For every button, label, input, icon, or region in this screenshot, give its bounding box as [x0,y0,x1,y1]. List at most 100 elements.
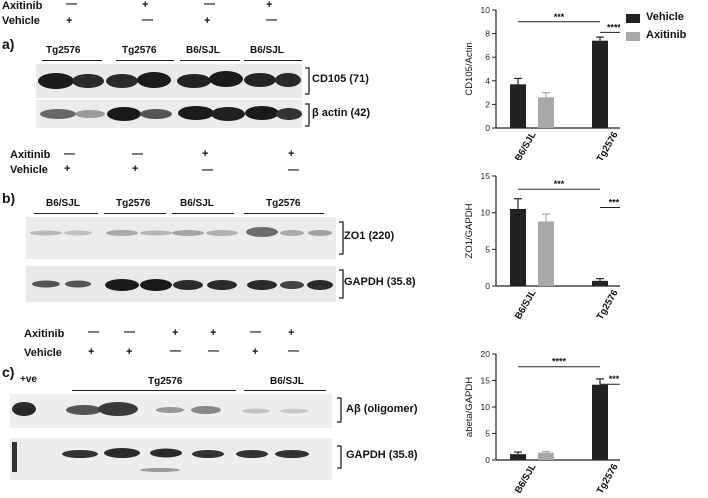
treatment-label-vehicle: Vehicle [24,347,62,359]
significance-label: **** [552,357,567,367]
band-label-abeta: Aβ (oligomer) [346,403,418,415]
group-label: B6/SJL [46,198,80,209]
treatment-mark: + [142,0,149,11]
bar [510,84,526,128]
legend-swatch-axitinib [626,32,640,41]
band-bracket [339,221,344,255]
group-underline [116,60,174,61]
x-category-label: B6/SJL [513,462,539,496]
y-axis-label: CD105/Actin [464,42,475,95]
treatment-mark: — [202,164,213,176]
bar [592,40,608,128]
treatment-mark: + [88,346,95,358]
group-underline [42,60,102,61]
treatment-mark: — [124,326,135,338]
treatment-label-vehicle: Vehicle [2,15,40,27]
band-label-actin: β actin (42) [312,107,371,119]
bar [592,384,608,460]
group-label: B6/SJL [180,198,214,209]
y-tick-label: 0 [485,123,490,133]
treatment-mark: + [132,163,139,175]
bar [592,280,608,286]
treatment-mark: — [288,345,299,357]
treatment-mark: + [64,163,71,175]
blot-strip-actin [36,100,302,128]
blot-strip-abeta [10,394,332,428]
treatment-label-axitinib: Axitinib [2,0,43,12]
group-label: B6/SJL [270,376,304,387]
y-tick-label: 8 [485,29,490,39]
panel-letter-b: b) [2,190,16,206]
treatment-mark: + [252,346,259,358]
bar [510,209,526,286]
panel-letter-c: c) [2,364,15,380]
group-label: Tg2576 [122,45,157,56]
band-label-cd105: CD105 (71) [312,73,369,85]
bar-chart-zo1: 0 5 10 15 ZO1/GAPDH B6/SJL Tg2576 *** *** [464,171,620,322]
group-label: B6/SJL [250,45,284,56]
positive-control-label: +ve [20,374,37,385]
x-category-label: B6/SJL [513,130,539,160]
y-axis-label: ZO1/GAPDH [464,203,475,258]
treatment-mark: — [66,0,77,10]
group-underline [34,213,98,214]
group-underline [172,213,234,214]
treatment-mark: — [132,148,143,160]
x-category-label: B6/SJL [513,288,539,322]
bar [538,221,554,286]
bar [538,452,554,460]
blot-strip-cd105 [36,64,302,98]
treatment-label-axitinib: Axitinib [10,149,51,161]
blot-strip-zo1 [26,217,336,259]
y-tick-label: 0 [485,281,490,291]
group-underline [180,60,240,61]
band-label-gapdh: GAPDH (35.8) [346,449,418,461]
x-category-label: Tg2576 [595,130,620,160]
group-label: Tg2576 [116,198,151,209]
band-bracket [339,269,344,299]
y-tick-label: 2 [485,99,490,109]
legend-label-vehicle: Vehicle [646,11,684,23]
treatment-mark: — [170,345,181,357]
treatment-mark: + [172,327,179,339]
treatment-mark: — [204,0,215,10]
treatment-mark: + [202,148,209,160]
treatment-mark: + [66,15,73,27]
blot-strip-gapdh [26,266,336,302]
treatment-mark: + [288,148,295,160]
y-tick-label: 10 [481,208,491,218]
treatment-mark: — [250,326,261,338]
y-tick-label: 5 [485,429,490,439]
y-tick-label: 5 [485,244,490,254]
y-tick-label: 10 [481,5,491,15]
band-bracket [337,397,342,423]
legend-label-axitinib: Axitinib [646,29,687,41]
x-category-label: Tg2576 [595,462,620,496]
significance-label: *** [609,374,620,384]
group-underline [104,213,166,214]
group-label: Tg2576 [266,198,301,209]
y-tick-label: 6 [485,52,490,62]
treatment-mark: — [142,14,153,26]
significance-label: *** [609,198,620,208]
treatment-mark: + [266,0,273,11]
y-axis-label: abeta/GAPDH [464,377,475,437]
treatment-mark: + [210,327,217,339]
y-tick-label: 20 [481,349,491,359]
y-tick-label: 15 [481,376,491,386]
band-label-gapdh: GAPDH (35.8) [344,276,416,288]
y-tick-label: 4 [485,76,490,86]
group-label: Tg2576 [46,45,81,56]
band-label-zo1: ZO1 (220) [344,230,395,242]
significance-label: **** [607,22,620,32]
band-bracket [305,103,310,127]
treatment-mark: + [126,346,133,358]
group-underline [244,390,326,391]
treatment-mark: — [288,164,299,176]
band-bracket [337,445,342,469]
treatment-mark: — [266,14,277,26]
x-category-label: Tg2576 [595,288,620,322]
y-tick-label: 15 [481,171,491,181]
significance-label: *** [554,12,565,22]
bar [510,454,526,460]
